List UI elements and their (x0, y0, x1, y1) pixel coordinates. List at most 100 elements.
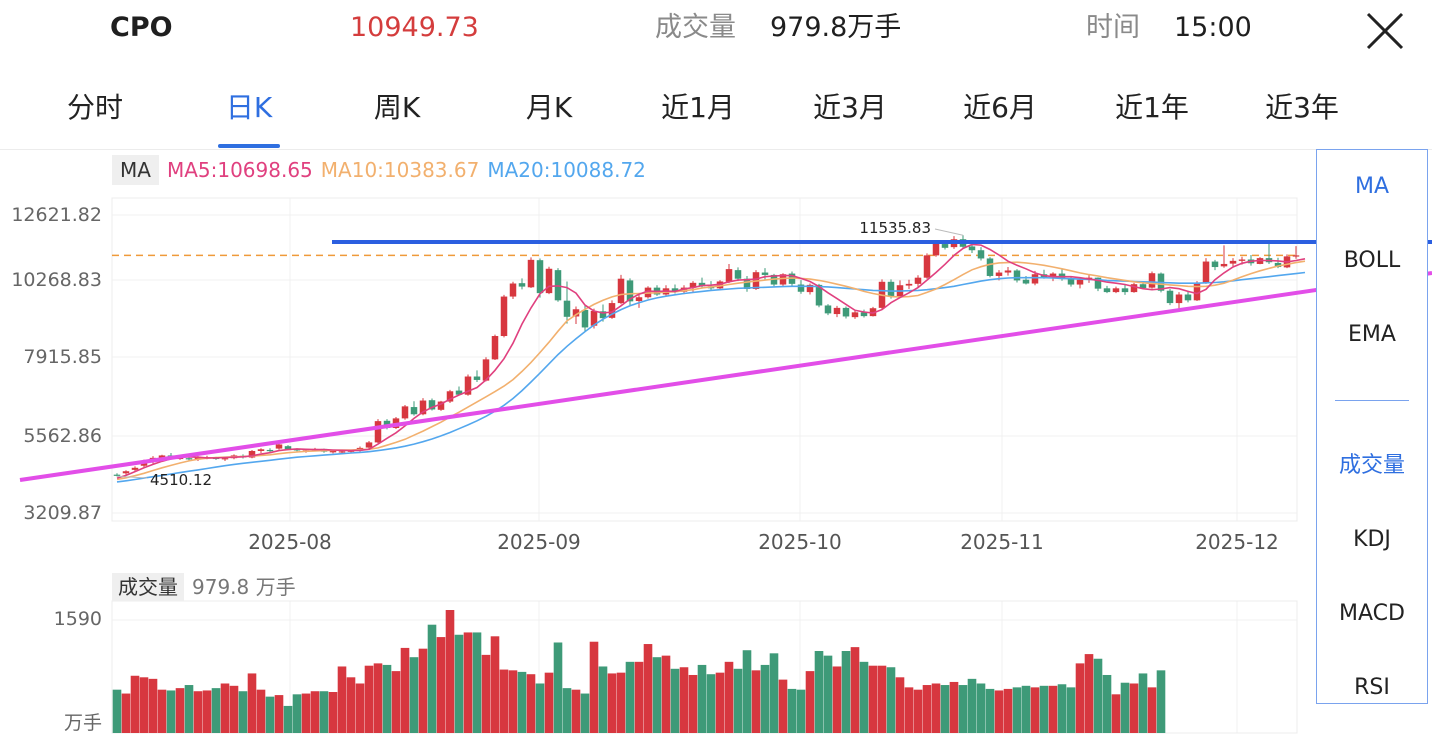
high-annotation: 11535.83 (859, 219, 931, 237)
volume-bar (1003, 688, 1013, 733)
candle (1049, 273, 1057, 277)
ma10-line (116, 260, 1306, 481)
candle (1031, 274, 1039, 284)
candle (428, 400, 436, 410)
volume-bar (832, 666, 842, 733)
volume-bar (670, 668, 680, 733)
volume-bar (976, 683, 986, 733)
volume-bar (247, 673, 257, 733)
candle (266, 449, 274, 452)
y-label-4: 5562.86 (23, 425, 102, 447)
volume-bar (940, 685, 950, 733)
candle (374, 421, 382, 443)
candle (797, 284, 805, 292)
volume-bar (1093, 658, 1103, 733)
tab-3-months[interactable]: 近3月 (813, 91, 887, 124)
candle (221, 458, 229, 460)
volume-bar (499, 669, 509, 733)
y-label-3: 7915.85 (23, 346, 102, 368)
volume-bar (454, 634, 464, 733)
candle (185, 458, 193, 460)
indicator-ma[interactable]: MA (1354, 174, 1390, 199)
candle (833, 307, 841, 315)
close-icon[interactable] (1362, 8, 1408, 54)
volume-bar (1102, 674, 1112, 733)
indicator-macd[interactable]: MACD (1339, 601, 1405, 626)
volume-bar (508, 670, 518, 733)
volume-bar (706, 674, 716, 733)
volume-bar (409, 657, 419, 733)
stock-code: CPO (110, 12, 173, 43)
candle (194, 456, 202, 460)
volume-bar (1039, 685, 1049, 733)
y-label-top: 12621.82 (11, 204, 102, 226)
candle (698, 282, 706, 287)
volume-panel-value: 979.8 万手 (192, 575, 296, 599)
candle (599, 311, 607, 319)
candle (1076, 279, 1084, 285)
volume-bar (994, 690, 1004, 733)
candle (1094, 277, 1102, 289)
tab-6-months[interactable]: 近6月 (963, 91, 1037, 124)
tab-weekly-k[interactable]: 周K (373, 91, 421, 124)
indicator-volume[interactable]: 成交量 (1338, 453, 1405, 478)
volume-bar (337, 666, 347, 733)
indicator-ema[interactable]: EMA (1348, 322, 1396, 347)
volume-bar (598, 666, 608, 733)
candle (1211, 261, 1219, 268)
candle (527, 259, 535, 288)
volume-bar (1156, 670, 1166, 733)
volume-bar (958, 685, 968, 733)
volume-bar (139, 677, 149, 733)
tab-3-years[interactable]: 近3年 (1265, 91, 1339, 124)
candle (1121, 288, 1129, 293)
candle (113, 474, 121, 476)
candle (1130, 284, 1138, 293)
tab-1-month[interactable]: 近1月 (661, 91, 735, 124)
volume-bar (859, 661, 869, 733)
candle (437, 401, 445, 410)
indicator-rsi[interactable]: RSI (1354, 675, 1390, 700)
volume-bar (850, 647, 860, 733)
tab-daily-k[interactable]: 日K (174, 88, 324, 148)
indicator-boll[interactable]: BOLL (1343, 248, 1401, 273)
candle (329, 450, 337, 453)
volume-bar (202, 690, 212, 733)
volume-bar (166, 690, 176, 733)
volume-bar (229, 685, 239, 733)
volume-bar (1120, 682, 1130, 733)
volume-bar (652, 657, 662, 733)
volume-bar (643, 644, 653, 733)
candle (1067, 279, 1075, 285)
candle (914, 277, 922, 284)
volume-bar (724, 661, 734, 733)
volume-bar (301, 693, 311, 733)
tab-monthly-k[interactable]: 月K (525, 91, 573, 124)
candle (977, 250, 985, 259)
volume-bar (256, 689, 266, 733)
volume-bar (1057, 684, 1067, 733)
volume-bar (571, 689, 581, 733)
candle (842, 307, 850, 317)
x-label-nov: 2025-11 (960, 530, 1044, 554)
volume-bar (184, 685, 194, 733)
volume-bar (931, 683, 941, 733)
volume-bar (607, 673, 617, 733)
candle (491, 336, 499, 360)
volume-bar (688, 674, 698, 733)
volume-bar (814, 651, 824, 733)
candle (131, 467, 139, 470)
candle (482, 359, 490, 381)
indicator-kdj[interactable]: KDJ (1353, 527, 1391, 552)
tab-1-year[interactable]: 近1年 (1115, 91, 1189, 124)
candle (779, 274, 787, 285)
tab-intraday[interactable]: 分时 (66, 91, 123, 124)
volume-bar (733, 668, 743, 733)
candle (1139, 284, 1147, 288)
candle (1229, 260, 1237, 264)
candle (761, 272, 769, 275)
price-plot-frame (111, 197, 1298, 522)
candle (1184, 294, 1192, 301)
candle (464, 376, 472, 395)
